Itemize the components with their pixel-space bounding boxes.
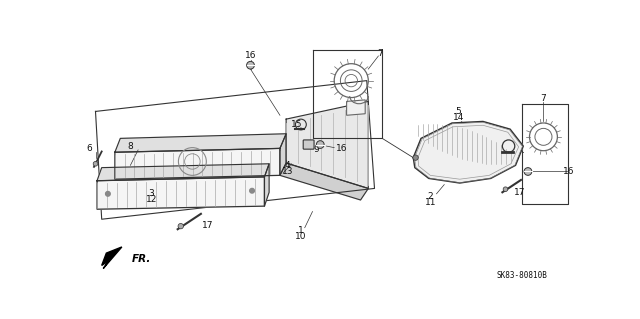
Polygon shape (413, 122, 524, 183)
Text: 16: 16 (336, 144, 348, 153)
Circle shape (413, 155, 419, 160)
Text: 13: 13 (282, 167, 294, 176)
Text: 15: 15 (291, 120, 303, 129)
Text: 7: 7 (377, 49, 383, 58)
Polygon shape (264, 164, 269, 206)
Text: 14: 14 (452, 113, 464, 122)
Text: FR.: FR. (132, 254, 151, 264)
Circle shape (524, 168, 532, 175)
Polygon shape (102, 247, 122, 269)
Circle shape (503, 187, 508, 191)
Text: 10: 10 (295, 233, 307, 241)
Circle shape (106, 191, 110, 196)
Polygon shape (280, 134, 286, 175)
Text: 1: 1 (298, 226, 304, 235)
Polygon shape (97, 177, 264, 209)
Text: 11: 11 (424, 198, 436, 207)
Text: 6: 6 (86, 144, 92, 153)
Circle shape (250, 189, 254, 193)
Polygon shape (280, 163, 368, 200)
Polygon shape (286, 101, 368, 189)
Text: 8: 8 (127, 142, 133, 151)
Text: SK83-80810B: SK83-80810B (496, 271, 547, 280)
Text: 17: 17 (202, 221, 214, 230)
Polygon shape (115, 148, 280, 179)
Text: 12: 12 (146, 196, 157, 204)
Circle shape (178, 224, 184, 229)
Text: 2: 2 (428, 192, 433, 201)
Text: 5: 5 (455, 107, 461, 116)
Polygon shape (347, 100, 365, 115)
FancyBboxPatch shape (303, 140, 314, 149)
Circle shape (93, 161, 98, 166)
Text: 4: 4 (285, 161, 291, 170)
Text: 15: 15 (491, 138, 502, 147)
Text: 3: 3 (148, 189, 154, 198)
Text: 16: 16 (563, 167, 575, 176)
Text: 9: 9 (314, 145, 319, 154)
Text: 17: 17 (514, 188, 525, 197)
Circle shape (246, 61, 254, 69)
Circle shape (316, 141, 324, 148)
Text: 7: 7 (541, 94, 547, 103)
Text: 16: 16 (244, 51, 256, 61)
Polygon shape (97, 164, 269, 181)
Polygon shape (115, 134, 286, 152)
